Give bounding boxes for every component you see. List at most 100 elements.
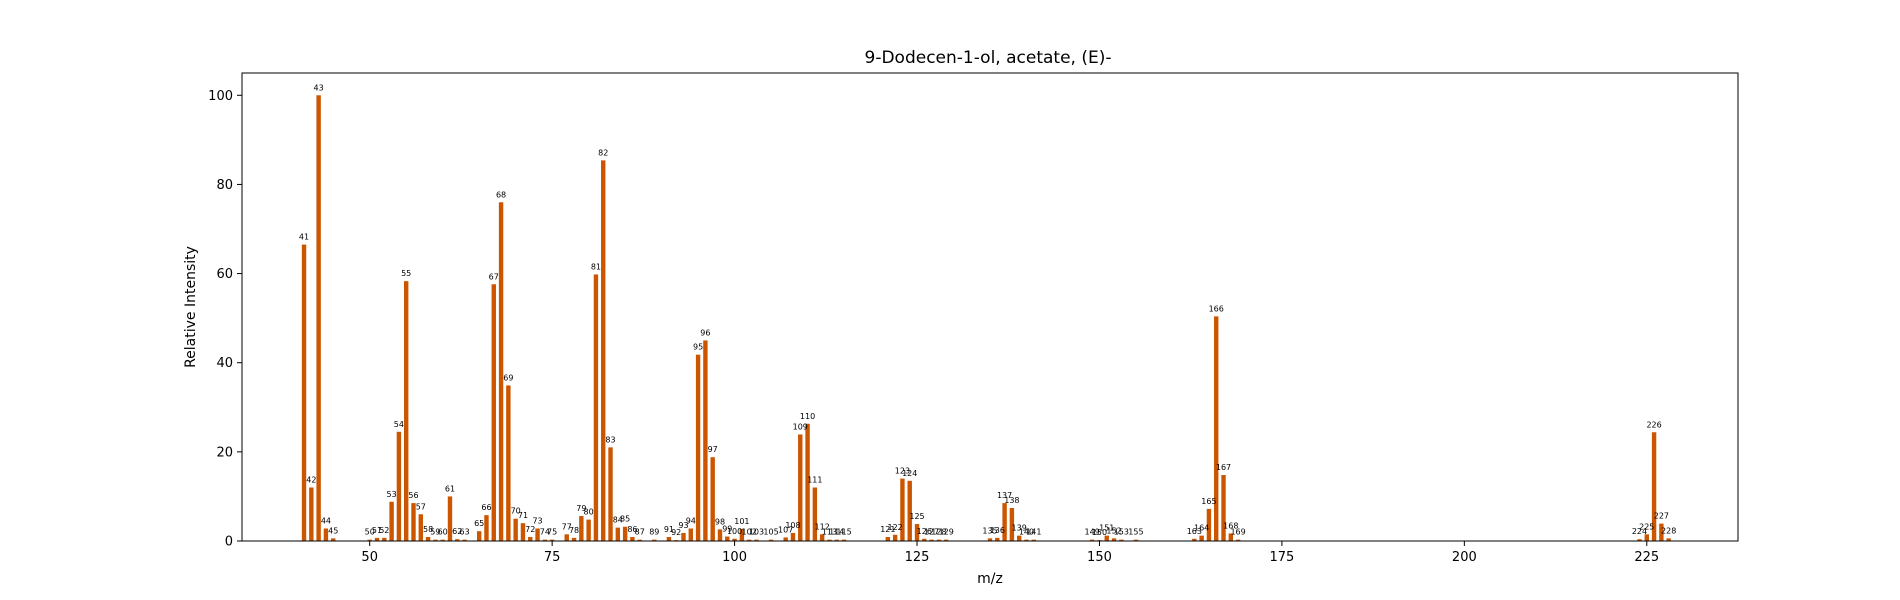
peak-label-166: 166 xyxy=(1209,304,1224,313)
peak-label-52: 52 xyxy=(379,526,389,535)
peak-label-124: 124 xyxy=(902,469,917,478)
peak-label-98: 98 xyxy=(715,517,725,526)
bar-mz-99 xyxy=(725,536,730,541)
bar-mz-54 xyxy=(396,431,402,541)
x-tick-label: 225 xyxy=(1634,550,1659,565)
bar-mz-67 xyxy=(491,284,496,541)
peak-label-227: 227 xyxy=(1654,512,1669,521)
y-tick-label: 40 xyxy=(216,356,233,371)
peak-label-129: 129 xyxy=(939,528,954,537)
bar-mz-138 xyxy=(1009,508,1015,541)
bar-mz-136 xyxy=(995,537,1000,541)
bar-mz-108 xyxy=(790,532,796,541)
peak-label-128: 128 xyxy=(931,528,946,537)
bar-mz-114 xyxy=(834,539,839,541)
bar-mz-84 xyxy=(615,527,621,541)
peak-label-78: 78 xyxy=(569,526,579,535)
x-tick-label: 200 xyxy=(1452,550,1477,565)
peak-label-150: 150 xyxy=(1092,528,1107,537)
peak-label-87: 87 xyxy=(635,528,645,537)
bar-mz-125 xyxy=(914,524,920,541)
peak-label-165: 165 xyxy=(1201,497,1216,506)
bar-mz-73 xyxy=(535,528,540,541)
bar-mz-127 xyxy=(929,539,934,541)
peak-label-66: 66 xyxy=(481,503,491,512)
bar-mz-112 xyxy=(819,534,825,541)
bar-mz-228 xyxy=(1666,538,1671,541)
bar-mz-58 xyxy=(425,536,431,541)
peak-label-71: 71 xyxy=(518,511,528,520)
bar-mz-94 xyxy=(688,528,693,541)
peak-label-70: 70 xyxy=(511,507,521,516)
peak-label-136: 136 xyxy=(990,526,1005,535)
peak-label-75: 75 xyxy=(547,528,557,537)
bar-mz-41 xyxy=(301,244,307,541)
bar-mz-69 xyxy=(506,385,511,541)
bar-mz-83 xyxy=(608,447,613,541)
peak-label-141: 141 xyxy=(1026,528,1041,537)
peak-label-57: 57 xyxy=(416,502,426,511)
peak-label-93: 93 xyxy=(678,521,688,530)
bar-mz-57 xyxy=(418,514,423,541)
bar-mz-169 xyxy=(1235,539,1241,541)
y-tick-label: 80 xyxy=(216,178,233,193)
bar-mz-129 xyxy=(944,539,949,541)
peak-label-51: 51 xyxy=(372,526,382,535)
peak-label-97: 97 xyxy=(708,445,718,454)
peak-label-69: 69 xyxy=(503,373,513,382)
peak-label-224: 224 xyxy=(1632,527,1647,536)
bar-mz-109 xyxy=(798,434,803,541)
peak-label-92: 92 xyxy=(671,528,681,537)
peak-label-65: 65 xyxy=(474,519,484,528)
bar-mz-70 xyxy=(513,518,518,541)
bar-mz-95 xyxy=(695,354,701,541)
peak-label-60: 60 xyxy=(438,528,448,537)
bar-mz-100 xyxy=(732,538,737,541)
bar-mz-63 xyxy=(462,539,467,541)
bar-mz-121 xyxy=(885,536,891,541)
peak-label-100: 100 xyxy=(727,527,742,536)
peak-label-110: 110 xyxy=(800,412,815,421)
peak-label-122: 122 xyxy=(887,523,902,532)
peak-label-102: 102 xyxy=(742,528,757,537)
bar-mz-137 xyxy=(1002,503,1007,541)
plot-frame xyxy=(241,72,1739,542)
bar-mz-141 xyxy=(1031,539,1036,541)
peak-label-50: 50 xyxy=(365,528,375,537)
bar-mz-168 xyxy=(1228,533,1234,541)
bar-mz-96 xyxy=(703,340,708,541)
bar-mz-115 xyxy=(841,539,847,541)
peak-label-73: 73 xyxy=(532,517,542,526)
bar-mz-74 xyxy=(542,539,548,541)
bar-mz-102 xyxy=(746,539,752,541)
bar-mz-126 xyxy=(922,538,927,541)
y-tick-label: 0 xyxy=(225,535,233,550)
bar-mz-164 xyxy=(1199,535,1204,541)
x-tick-label: 50 xyxy=(361,550,378,565)
bar-mz-227 xyxy=(1659,523,1664,541)
peak-label-83: 83 xyxy=(605,435,615,444)
bar-mz-101 xyxy=(739,528,745,541)
bar-mz-123 xyxy=(900,478,905,541)
bar-mz-43 xyxy=(316,95,321,541)
peak-label-53: 53 xyxy=(387,490,397,499)
bar-mz-226 xyxy=(1651,432,1657,541)
y-axis: 0 20 40 60 80 100 xyxy=(208,89,242,550)
peak-label-44: 44 xyxy=(321,517,331,526)
bar-mz-86 xyxy=(630,536,635,541)
bar-mz-122 xyxy=(892,534,898,541)
peak-label-59: 59 xyxy=(430,528,440,537)
bar-mz-151 xyxy=(1104,535,1109,541)
peak-label-72: 72 xyxy=(525,525,535,534)
y-tick-label: 60 xyxy=(216,267,233,282)
bar-mz-98 xyxy=(717,529,723,541)
bar-mz-152 xyxy=(1111,538,1117,541)
bar-mz-140 xyxy=(1024,539,1029,541)
peak-label-167: 167 xyxy=(1216,463,1231,472)
bar-mz-113 xyxy=(827,539,832,541)
bar-mz-65 xyxy=(476,531,482,541)
bar-mz-225 xyxy=(1644,534,1649,541)
peak-label-140: 140 xyxy=(1019,528,1034,537)
bar-mz-107 xyxy=(783,537,788,541)
bars-group xyxy=(301,95,1671,542)
